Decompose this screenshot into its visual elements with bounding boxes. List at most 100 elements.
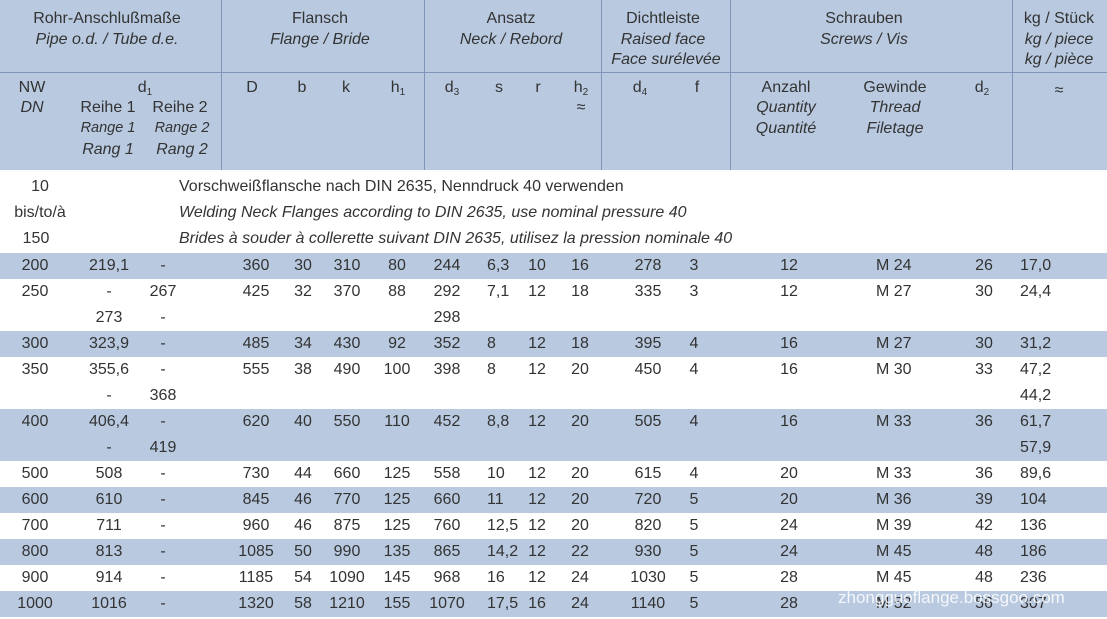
- cell-r2: -: [160, 569, 166, 586]
- note-en: Welding Neck Flanges according to DIN 26…: [179, 204, 687, 221]
- cell-nw: 350: [21, 361, 49, 378]
- cell-nw: 250: [21, 283, 49, 300]
- cell-h2: 18: [571, 335, 589, 352]
- col-d2: d2: [974, 79, 990, 98]
- cell-b: 30: [294, 257, 312, 274]
- cell-qty: 28: [780, 595, 798, 612]
- cell-r1: 508: [95, 465, 123, 482]
- cell-h2: 16: [571, 257, 589, 274]
- col-rang2: Rang 2: [156, 141, 208, 158]
- note-nw-range: bis/to/à: [14, 204, 66, 221]
- cell-thr: M 27: [876, 335, 912, 352]
- cell-kg: 186: [1020, 543, 1047, 560]
- cell-D: 1185: [238, 569, 274, 586]
- cell-r2: -: [160, 335, 166, 352]
- cell-h2: 24: [571, 595, 589, 612]
- cell-d3: 760: [433, 517, 461, 534]
- header-divider: [1012, 0, 1013, 170]
- cell-thr: M 27: [876, 283, 912, 300]
- cell-r: 12: [528, 283, 546, 300]
- cell-d4: 1030: [630, 569, 666, 586]
- cell-d4: 335: [634, 283, 662, 300]
- cell-r1: 219,1: [88, 257, 130, 274]
- cell-s: 8: [487, 361, 496, 378]
- cell-r: 12: [528, 413, 546, 430]
- cell-nw: 500: [21, 465, 49, 482]
- cell-D: 960: [242, 517, 270, 534]
- cell-r: 12: [528, 569, 546, 586]
- cell-f: 5: [689, 491, 699, 508]
- cell-s: 11: [487, 491, 504, 508]
- group-pipe-en-fr: Pipe o.d. / Tube d.e.: [35, 31, 179, 48]
- cell-h1: 125: [383, 491, 411, 508]
- cell-h2: 20: [571, 517, 589, 534]
- cell-qty: 20: [780, 465, 798, 482]
- cell-b: 46: [294, 491, 312, 508]
- cell-qty: 24: [780, 517, 798, 534]
- cell-kg: 61,7: [1020, 413, 1052, 430]
- col-reihe1: Reihe 1: [80, 99, 136, 116]
- cell-f: 3: [689, 283, 699, 300]
- cell-kg: 57,9: [1020, 439, 1052, 456]
- cell-s: 10: [487, 465, 505, 482]
- cell-s: 12,5: [487, 517, 519, 534]
- cell-kg: 17,0: [1020, 257, 1052, 274]
- cell-b: 44: [294, 465, 312, 482]
- cell-kg: 47,2: [1020, 361, 1052, 378]
- col-f: f: [694, 79, 700, 96]
- cell-d2: 48: [975, 569, 993, 586]
- cell-d2: 39: [975, 491, 993, 508]
- cell-qty: 12: [780, 283, 798, 300]
- header-divider: [221, 0, 222, 170]
- col-anzahl: Anzahl: [761, 79, 811, 96]
- cell-D: 620: [242, 413, 270, 430]
- cell-h1: 135: [383, 543, 411, 560]
- cell-r1: -: [106, 283, 112, 300]
- group-weight-fr: kg / pièce: [1024, 51, 1094, 68]
- cell-r2: -: [160, 543, 166, 560]
- header-divider: [601, 0, 602, 170]
- row-band: [0, 487, 1107, 513]
- watermark: zhongguoflange.bossgoo.com: [838, 588, 1065, 607]
- cell-nw: 400: [21, 413, 49, 430]
- cell-r1: 711: [96, 517, 122, 534]
- cell-d3: 660: [433, 491, 461, 508]
- cell-qty: 24: [780, 543, 798, 560]
- col-k: k: [342, 79, 350, 96]
- cell-d2: 42: [975, 517, 993, 534]
- cell-r1: 813: [95, 543, 123, 560]
- cell-qty: 20: [780, 491, 798, 508]
- cell-b: 38: [294, 361, 312, 378]
- col-d3: d3: [444, 79, 460, 98]
- cell-d2: 48: [975, 543, 993, 560]
- group-screws-de: Schrauben: [825, 10, 903, 27]
- cell-thr: M 52: [876, 595, 912, 612]
- cell-kg: 136: [1020, 517, 1047, 534]
- cell-b: 40: [294, 413, 312, 430]
- cell-d4: 1140: [630, 595, 666, 612]
- cell-r: 16: [528, 595, 546, 612]
- cell-r: 12: [528, 335, 546, 352]
- group-weight-en: kg / piece: [1024, 31, 1094, 48]
- cell-b: 34: [294, 335, 312, 352]
- cell-thr: M 33: [876, 465, 912, 482]
- cell-s: 17,5: [487, 595, 519, 612]
- cell-D: 845: [242, 491, 270, 508]
- cell-qty: 12: [780, 257, 798, 274]
- cell-s: 16: [487, 569, 505, 586]
- col-thread: Thread: [869, 99, 921, 116]
- cell-kg: 236: [1020, 569, 1047, 586]
- col-quantite: Quantité: [755, 120, 817, 137]
- cell-s: 7,1: [487, 283, 510, 300]
- cell-nw: 700: [21, 517, 49, 534]
- group-flange-de: Flansch: [291, 10, 349, 27]
- cell-h2: 22: [571, 543, 589, 560]
- header-divider: [730, 0, 731, 170]
- group-pipe-de: Rohr-Anschlußmaße: [33, 10, 181, 27]
- cell-k: 310: [333, 257, 361, 274]
- cell-h1: 80: [388, 257, 406, 274]
- cell-r2: -: [160, 465, 166, 482]
- group-flange-en-fr: Flange / Bride: [270, 31, 370, 48]
- cell-s: 6,3: [487, 257, 510, 274]
- cell-d3: 398: [433, 361, 461, 378]
